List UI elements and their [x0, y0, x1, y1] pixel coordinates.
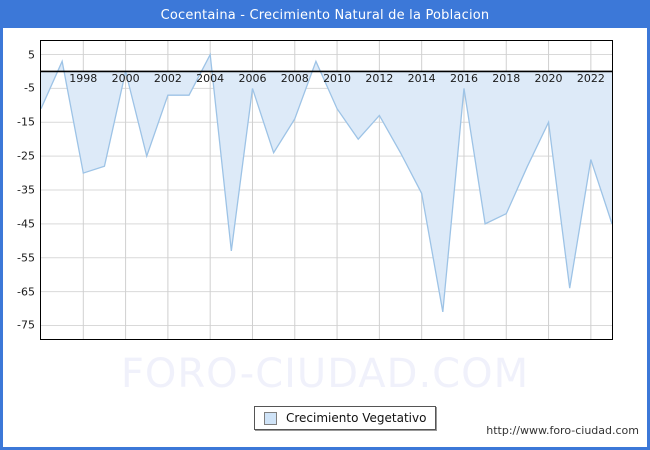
x-tick-label: 2010: [323, 72, 352, 85]
watermark-text: FORO-CIUDAD.COM: [120, 351, 530, 397]
y-axis-tick-labels: 5 -5 -15 -25 -35 -45 -55 -65 -75: [3, 40, 35, 340]
x-tick-label: 1998: [69, 72, 98, 85]
x-tick-label: 2020: [534, 72, 563, 85]
y-tick-label: -35: [17, 183, 35, 197]
area-chart-plot: [41, 41, 612, 339]
y-tick-label: -65: [17, 285, 35, 299]
x-tick-label: 2000: [111, 72, 140, 85]
x-axis-tick-labels: 1998 2000 2002 2004 2006 2008 2010 2012 2014 2016…: [40, 72, 613, 88]
series-area-crecimiento-vegetativo: [41, 54, 612, 312]
y-tick-label: -55: [17, 251, 35, 265]
y-tick-label: -5: [24, 81, 35, 95]
y-tick-label: -15: [17, 115, 35, 129]
legend-swatch-icon: [264, 411, 277, 425]
series-line-crecimiento-vegetativo: [41, 52, 612, 313]
x-tick-label: 2002: [153, 72, 182, 85]
x-tick-label: 2018: [492, 72, 521, 85]
x-tick-label: 2014: [407, 72, 436, 85]
x-tick-label: 2016: [449, 72, 478, 85]
page-title: Cocentaina - Crecimiento Natural de la P…: [160, 8, 490, 23]
x-tick-label: 2004: [196, 72, 225, 85]
chart-legend: Crecimiento Vegetativo: [254, 406, 437, 430]
x-tick-label: 2006: [238, 72, 267, 85]
source-url: http://www.foro-ciudad.com: [486, 424, 639, 437]
plot-frame: [40, 40, 613, 340]
legend-label: Crecimiento Vegetativo: [286, 411, 427, 425]
y-tick-label: -75: [17, 318, 35, 332]
y-tick-label: -45: [17, 217, 35, 231]
y-tick-label: 5: [28, 48, 35, 62]
y-tick-label: -25: [17, 149, 35, 163]
x-tick-label: 2022: [576, 72, 605, 85]
x-tick-label: 2012: [365, 72, 394, 85]
x-tick-label: 2008: [280, 72, 309, 85]
chart-area: 5 -5 -15 -25 -35 -45 -55 -65 -75 1998 2000 2002 200…: [3, 28, 647, 447]
window-title-bar: Cocentaina - Crecimiento Natural de la P…: [3, 3, 647, 28]
